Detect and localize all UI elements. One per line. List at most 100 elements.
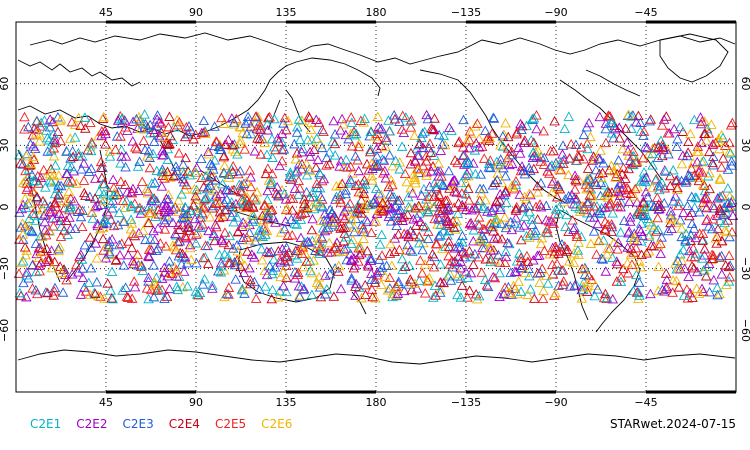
observation-marker bbox=[442, 270, 454, 281]
observation-marker bbox=[405, 158, 416, 169]
observation-marker bbox=[478, 201, 489, 211]
observation-marker bbox=[66, 161, 77, 172]
observation-marker bbox=[563, 169, 574, 180]
observation-marker bbox=[412, 164, 424, 175]
observation-marker bbox=[607, 293, 618, 304]
observation-marker bbox=[615, 201, 626, 212]
observation-marker bbox=[718, 209, 729, 219]
observation-marker bbox=[668, 123, 680, 134]
observation-marker bbox=[280, 194, 292, 204]
observation-marker bbox=[376, 189, 387, 200]
observation-marker bbox=[423, 226, 434, 236]
observation-marker bbox=[290, 154, 302, 164]
observation-marker bbox=[21, 184, 32, 194]
observation-marker bbox=[398, 285, 410, 296]
observation-marker bbox=[410, 220, 422, 230]
observation-marker bbox=[256, 243, 267, 254]
observation-marker bbox=[443, 225, 455, 236]
observation-marker bbox=[232, 149, 243, 159]
observation-marker bbox=[456, 199, 468, 210]
observation-marker bbox=[184, 205, 196, 215]
observation-marker bbox=[433, 129, 445, 140]
observation-marker bbox=[681, 150, 693, 161]
observation-marker bbox=[714, 252, 725, 262]
observation-marker bbox=[691, 146, 703, 156]
observation-marker bbox=[184, 169, 196, 180]
observation-marker bbox=[423, 191, 435, 202]
observation-marker bbox=[673, 262, 685, 273]
observation-marker bbox=[49, 134, 60, 144]
observation-marker bbox=[547, 268, 559, 279]
observation-marker bbox=[657, 141, 669, 152]
observation-marker bbox=[299, 198, 310, 209]
observation-marker bbox=[67, 145, 78, 156]
observation-marker bbox=[77, 151, 88, 161]
observation-marker bbox=[596, 172, 607, 182]
observation-marker bbox=[260, 281, 271, 291]
observation-marker bbox=[199, 126, 211, 136]
observation-marker bbox=[65, 153, 76, 163]
observation-marker bbox=[485, 242, 496, 253]
observation-marker bbox=[524, 232, 535, 242]
lon-tick-label-top: −90 bbox=[544, 6, 567, 19]
observation-marker bbox=[297, 143, 308, 153]
observation-marker bbox=[14, 287, 26, 298]
observation-marker bbox=[304, 112, 315, 123]
observation-marker bbox=[414, 138, 426, 148]
observation-marker bbox=[501, 219, 513, 230]
observation-marker bbox=[672, 182, 683, 193]
observation-marker bbox=[392, 282, 403, 292]
observation-marker bbox=[466, 204, 478, 215]
observation-marker bbox=[141, 283, 153, 293]
observation-marker bbox=[249, 252, 260, 262]
observation-marker bbox=[308, 144, 320, 155]
observation-marker bbox=[19, 123, 30, 134]
observation-marker bbox=[96, 126, 108, 136]
observation-marker bbox=[595, 177, 607, 188]
observation-marker bbox=[385, 174, 397, 185]
observation-marker bbox=[372, 267, 383, 277]
observation-marker bbox=[52, 183, 63, 194]
observation-marker bbox=[442, 216, 453, 226]
observation-marker bbox=[84, 191, 96, 201]
observation-marker bbox=[712, 223, 724, 234]
observation-marker bbox=[674, 121, 686, 132]
observation-marker bbox=[262, 185, 273, 196]
observation-marker bbox=[21, 178, 32, 188]
observation-marker bbox=[366, 158, 378, 168]
observation-marker bbox=[689, 114, 700, 125]
observation-marker bbox=[28, 141, 39, 151]
observation-marker bbox=[506, 224, 518, 235]
observation-marker bbox=[38, 164, 49, 175]
observation-marker bbox=[195, 222, 207, 232]
observation-marker bbox=[341, 243, 352, 253]
observation-marker bbox=[264, 260, 275, 271]
observation-marker bbox=[203, 146, 214, 157]
observation-marker bbox=[61, 215, 72, 225]
observation-marker bbox=[105, 285, 116, 295]
observation-marker bbox=[281, 272, 292, 282]
observation-marker bbox=[274, 160, 285, 171]
observation-marker bbox=[521, 230, 532, 241]
observation-marker bbox=[525, 284, 536, 294]
observation-marker bbox=[340, 154, 352, 165]
observation-marker bbox=[585, 131, 596, 142]
observation-marker bbox=[557, 140, 569, 150]
observation-marker bbox=[356, 292, 367, 303]
observation-marker bbox=[40, 182, 51, 192]
observation-marker bbox=[257, 231, 269, 241]
observation-marker bbox=[456, 280, 468, 290]
observation-marker bbox=[674, 214, 686, 225]
observation-marker bbox=[582, 175, 593, 186]
observation-marker bbox=[91, 276, 103, 287]
observation-marker bbox=[230, 146, 241, 157]
observation-marker bbox=[56, 221, 67, 231]
observation-marker bbox=[638, 197, 649, 208]
observation-marker bbox=[408, 213, 419, 224]
observation-marker bbox=[532, 180, 543, 191]
observation-marker bbox=[671, 141, 683, 152]
observation-marker bbox=[452, 157, 463, 168]
observation-marker bbox=[489, 177, 501, 187]
observation-marker bbox=[724, 271, 736, 282]
